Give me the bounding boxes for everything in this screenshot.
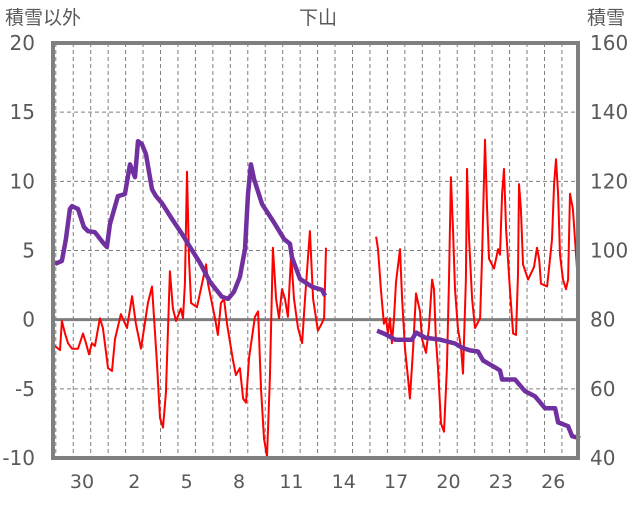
non-snow-line: [375, 138, 579, 433]
x-tick-label: 2: [128, 471, 140, 493]
plot-frame: [51, 41, 580, 460]
right-tick-label: 100: [590, 239, 628, 263]
x-tick-label: 20: [436, 471, 460, 493]
right-tick-label: 140: [590, 100, 628, 124]
left-axis-title: 積雪以外: [5, 7, 81, 29]
right-tick-label: 60: [590, 377, 615, 401]
right-tick-label: 40: [590, 446, 615, 470]
left-tick-label: 15: [10, 100, 35, 124]
x-tick-label: 11: [279, 471, 303, 493]
x-tick-label: 8: [233, 471, 245, 493]
non-snow-line: [54, 170, 327, 458]
chart-title: 下山: [299, 7, 337, 29]
x-tick-label: 5: [181, 471, 193, 493]
left-tick-label: 10: [10, 169, 35, 193]
snow-depth-line: [376, 328, 581, 441]
x-tick-label: 17: [384, 471, 408, 493]
right-tick-label: 160: [590, 31, 628, 55]
left-tick-label: 0: [22, 308, 35, 332]
left-tick-label: 20: [10, 31, 35, 55]
labels: 積雪以外 下山 積雪 20 15 10 5 0 -5 -10 160 140 120 100 80 60…: [2, 7, 628, 493]
x-tick-label: 26: [541, 471, 565, 493]
right-tick-label: 120: [590, 169, 628, 193]
x-tick-label: 14: [332, 471, 356, 493]
left-tick-label: -5: [15, 377, 35, 401]
left-tick-label: -10: [2, 446, 35, 470]
x-tick-label: 23: [489, 471, 513, 493]
right-tick-label: 80: [590, 308, 615, 332]
left-tick-label: 5: [22, 239, 35, 263]
right-axis-title: 積雪: [587, 7, 625, 29]
snow-depth-line: [53, 138, 328, 302]
series-layer: [53, 138, 581, 458]
x-tick-label: 30: [70, 471, 94, 493]
